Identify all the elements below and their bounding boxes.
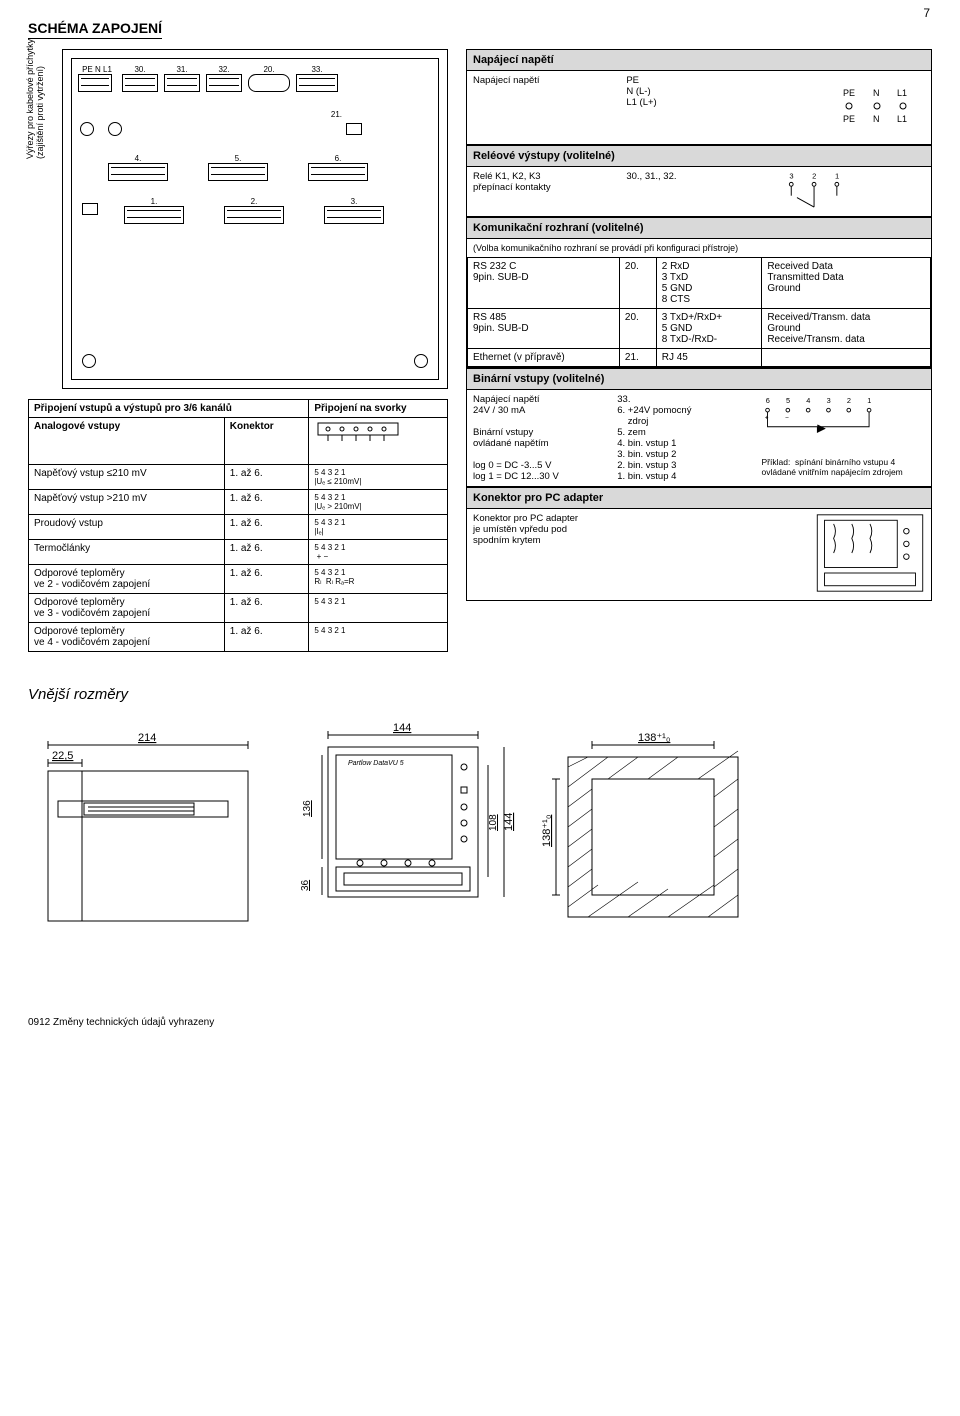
- pc-adapter-section: Konektor pro PC adapter Konektor pro PC …: [466, 487, 932, 601]
- table-row: Ethernet (v přípravě)21.RJ 45: [468, 349, 931, 367]
- table-row: RS 232 C 9pin. SUB-D20.2 RxD 3 TxD 5 GND…: [468, 258, 931, 309]
- svg-text:3: 3: [826, 396, 830, 405]
- svg-text:N: N: [873, 114, 880, 124]
- svg-text:−: −: [785, 414, 789, 421]
- comm-section: Komunikační rozhraní (volitelné) (Volba …: [466, 217, 932, 368]
- svg-text:3: 3: [789, 172, 793, 181]
- power-pin-icon: PE N L1 PE N L1: [825, 86, 925, 126]
- svg-text:L1: L1: [897, 114, 907, 124]
- terminal-schematic: PE N L1 30. 31. 32. 20. 33. 21.: [62, 49, 448, 389]
- svg-text:4: 4: [806, 396, 810, 405]
- table-row: Napěťový vstup >210 mV1. až 6.5 4 3 2 1 …: [29, 490, 448, 515]
- svg-text:1: 1: [835, 172, 839, 181]
- device-front-icon: [815, 513, 925, 593]
- binary-wiring-icon: 6 5 4 3 2 1 + −: [762, 394, 882, 454]
- dimensions-title: Vnější rozměry: [28, 686, 932, 703]
- footer-text: 0912 Změny technických údajů vyhrazeny: [28, 1017, 932, 1028]
- svg-text:1: 1: [867, 396, 871, 405]
- svg-text:PE: PE: [843, 114, 855, 124]
- svg-text:2: 2: [812, 172, 816, 181]
- svg-text:214: 214: [138, 732, 156, 744]
- section-title: SCHÉMA ZAPOJENÍ: [28, 20, 162, 39]
- relay-contact-icon: 3 2 1: [780, 171, 850, 209]
- terminal-icon: [314, 421, 404, 461]
- svg-text:PE: PE: [843, 88, 855, 98]
- svg-text:144: 144: [393, 722, 411, 734]
- side-label: Výřezy pro kabelové příchytky (zajištění…: [26, 39, 46, 159]
- svg-text:36: 36: [300, 879, 311, 891]
- svg-text:L1: L1: [897, 88, 907, 98]
- table-row: Termočlánky1. až 6.5 4 3 2 1 + −: [29, 540, 448, 565]
- svg-text:2: 2: [846, 396, 850, 405]
- svg-text:N: N: [873, 88, 880, 98]
- table-row: Odporové teploměry ve 2 - vodičovém zapo…: [29, 565, 448, 594]
- table-row: Proudový vstup1. až 6.5 4 3 2 1 |Iₑ|: [29, 515, 448, 540]
- svg-text:22,5: 22,5: [52, 750, 73, 762]
- relay-section: Reléové výstupy (volitelné) Relé K1, K2,…: [466, 145, 932, 217]
- table-row: Odporové teploměry ve 3 - vodičovém zapo…: [29, 594, 448, 623]
- table-row: Napěťový vstup ≤210 mV1. až 6.5 4 3 2 1 …: [29, 465, 448, 490]
- svg-text:Partlow DataVU 5: Partlow DataVU 5: [348, 760, 404, 767]
- table-row: RS 485 9pin. SUB-D20.3 TxD+/RxD+ 5 GND 8…: [468, 309, 931, 349]
- svg-text:6: 6: [765, 396, 769, 405]
- binary-section: Binární vstupy (volitelné) Napájecí napě…: [466, 368, 932, 487]
- page-number: 7: [923, 6, 930, 20]
- svg-text:136: 136: [302, 800, 313, 817]
- svg-text:5: 5: [786, 396, 790, 405]
- svg-text:144: 144: [503, 813, 515, 831]
- io-connections-table: Připojení vstupů a výstupů pro 3/6 kanál…: [28, 399, 448, 652]
- svg-text:+: +: [764, 414, 768, 421]
- svg-text:108: 108: [488, 814, 499, 831]
- power-section: Napájecí napětí Napájecí napětí PE N (L-…: [466, 49, 932, 145]
- svg-text:138⁺¹₀: 138⁺¹₀: [541, 815, 553, 847]
- table-row: Odporové teploměry ve 4 - vodičovém zapo…: [29, 623, 448, 652]
- svg-text:138⁺¹₀: 138⁺¹₀: [638, 732, 670, 744]
- dimensions-drawings: 214 22,5 144 Partlow DataVU 5 136 36 108…: [28, 717, 932, 957]
